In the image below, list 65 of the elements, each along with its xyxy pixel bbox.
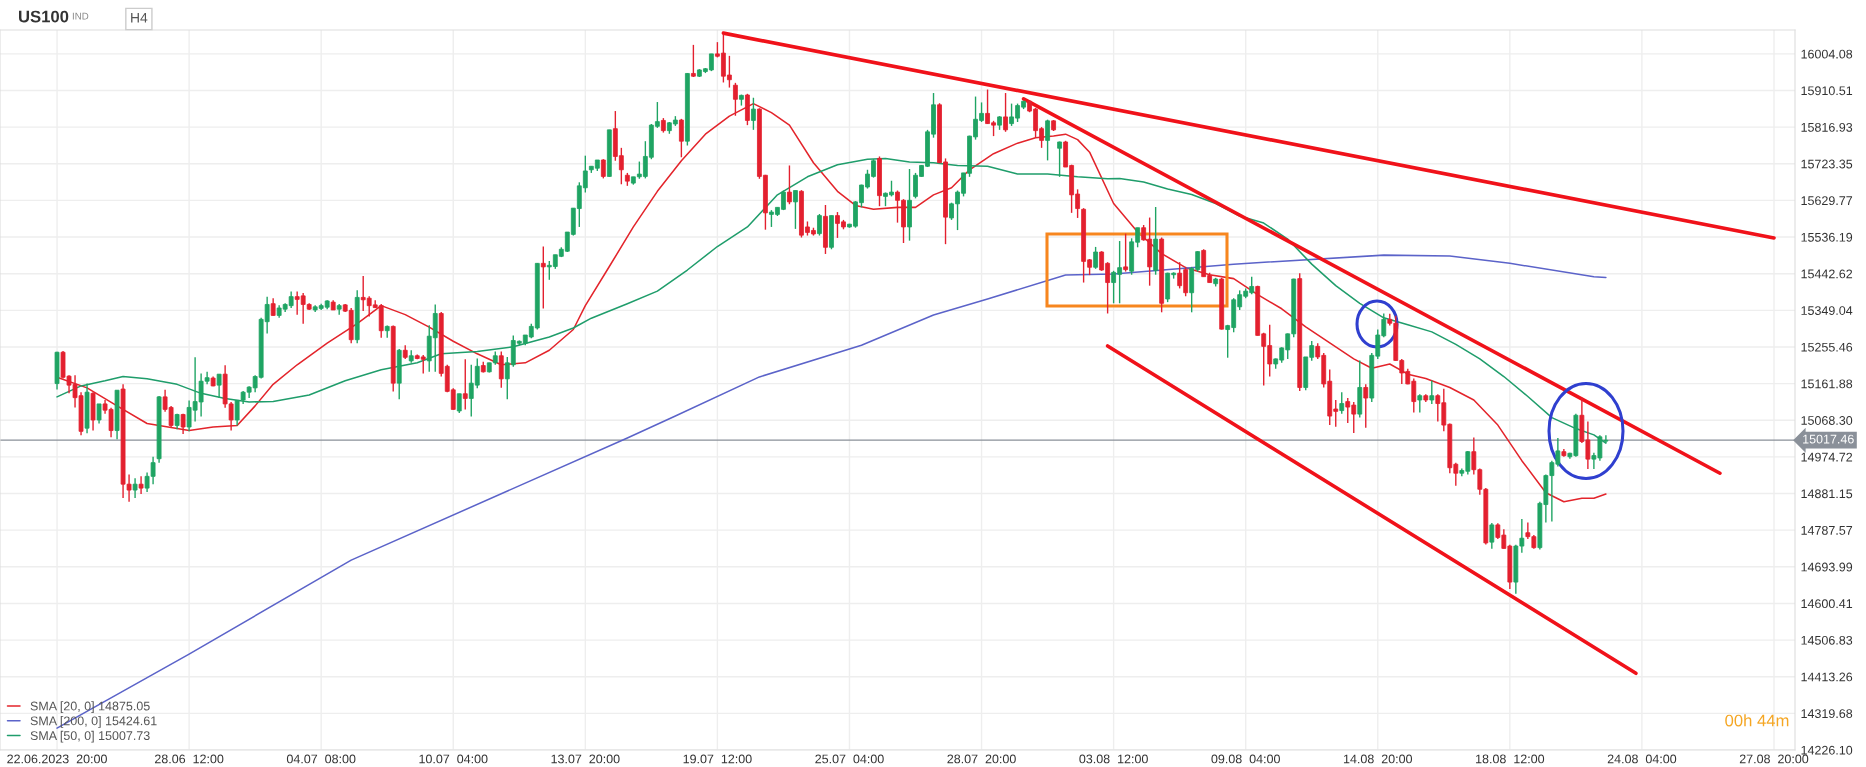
y-tick-label: 14881.15	[1801, 489, 1853, 499]
y-tick-label: 14974.72	[1801, 452, 1853, 462]
x-tick-label: 28.07 20:00	[947, 754, 1016, 764]
candlestick	[1363, 383, 1369, 429]
candlestick	[793, 189, 798, 230]
x-tick-label: 09.08 04:00	[1211, 754, 1280, 764]
x-tick-label: 03.08 12:00	[1079, 754, 1148, 764]
candlestick	[456, 393, 462, 414]
line-series	[56, 254, 1607, 729]
candlestick	[1417, 393, 1423, 414]
y-tick-label: 14413.26	[1801, 672, 1853, 682]
candlestick	[540, 245, 546, 310]
y-tick-label: 14319.68	[1801, 709, 1853, 719]
candlestick	[1489, 522, 1495, 550]
text: IND	[72, 12, 89, 20]
ref-line-label: 15017.46	[1803, 434, 1854, 444]
candlestick	[1429, 379, 1435, 405]
y-tick-label: 15442.62	[1801, 269, 1853, 279]
x-tick-label: 24.08 04:00	[1607, 754, 1677, 764]
candlestick	[678, 118, 684, 158]
y-tick-label: 15255.46	[1801, 342, 1853, 352]
candlestick	[600, 158, 606, 180]
x-tick-label: 14.08 20:00	[1343, 754, 1413, 764]
x-tick-label: 25.07 04:00	[815, 754, 884, 764]
y-tick-label: 15723.35	[1801, 159, 1853, 169]
y-tick-label: 16004.08	[1801, 49, 1853, 59]
y-tick-label: 15161.88	[1801, 379, 1853, 389]
y-tick-label: 15816.93	[1801, 122, 1853, 132]
y-tick-label: 15349.04	[1801, 306, 1853, 315]
y-tick-label: 14600.41	[1801, 599, 1853, 609]
x-tick-label: 22.06.2023 20:00	[7, 754, 107, 764]
candlestick	[1045, 118, 1050, 162]
candlestick	[498, 350, 504, 389]
candlestick	[1339, 391, 1345, 415]
candlestick	[132, 477, 138, 499]
candlestick	[751, 97, 756, 131]
x-tick-label: 28.06 12:00	[154, 754, 224, 764]
candlestick	[787, 164, 792, 205]
annotation: 00h 44m	[1725, 714, 1789, 727]
candlestick	[817, 213, 822, 237]
x-tick-label: 04.07 08:00	[286, 754, 356, 764]
candlestick	[1123, 232, 1129, 273]
y-tick-label: 14226.10	[1801, 745, 1853, 755]
x-tick-label: 18.08 12:00	[1476, 754, 1545, 764]
candlestick	[96, 403, 102, 425]
x-tick-label: 19.07 12:00	[683, 754, 752, 764]
x-tick-label: 13.07 20:00	[551, 754, 620, 764]
text: H4	[131, 13, 148, 23]
candlestick	[690, 44, 696, 78]
legend-label: SMA [50, 0] 15007.73	[30, 730, 150, 743]
x-tick-label: 27.08 20:00	[1739, 754, 1809, 764]
candlestick	[1093, 246, 1099, 270]
y-tick-label: 15910.51	[1801, 86, 1853, 96]
x-tick-label: 10.07 04:00	[419, 754, 488, 764]
chart-title: US100	[19, 10, 69, 23]
y-tick-label: 14693.99	[1801, 562, 1853, 572]
y-tick-label: 14787.57	[1801, 525, 1853, 535]
candlestick	[462, 358, 468, 411]
y-tick-label: 15536.19	[1801, 232, 1853, 242]
y-tick-label: 15629.77	[1801, 196, 1853, 206]
candlestick	[1003, 92, 1008, 133]
candlestick	[216, 373, 222, 399]
candlestick	[138, 475, 144, 495]
y-tick-label: 15068.30	[1801, 416, 1853, 425]
y-tick-label: 14506.83	[1801, 635, 1853, 645]
